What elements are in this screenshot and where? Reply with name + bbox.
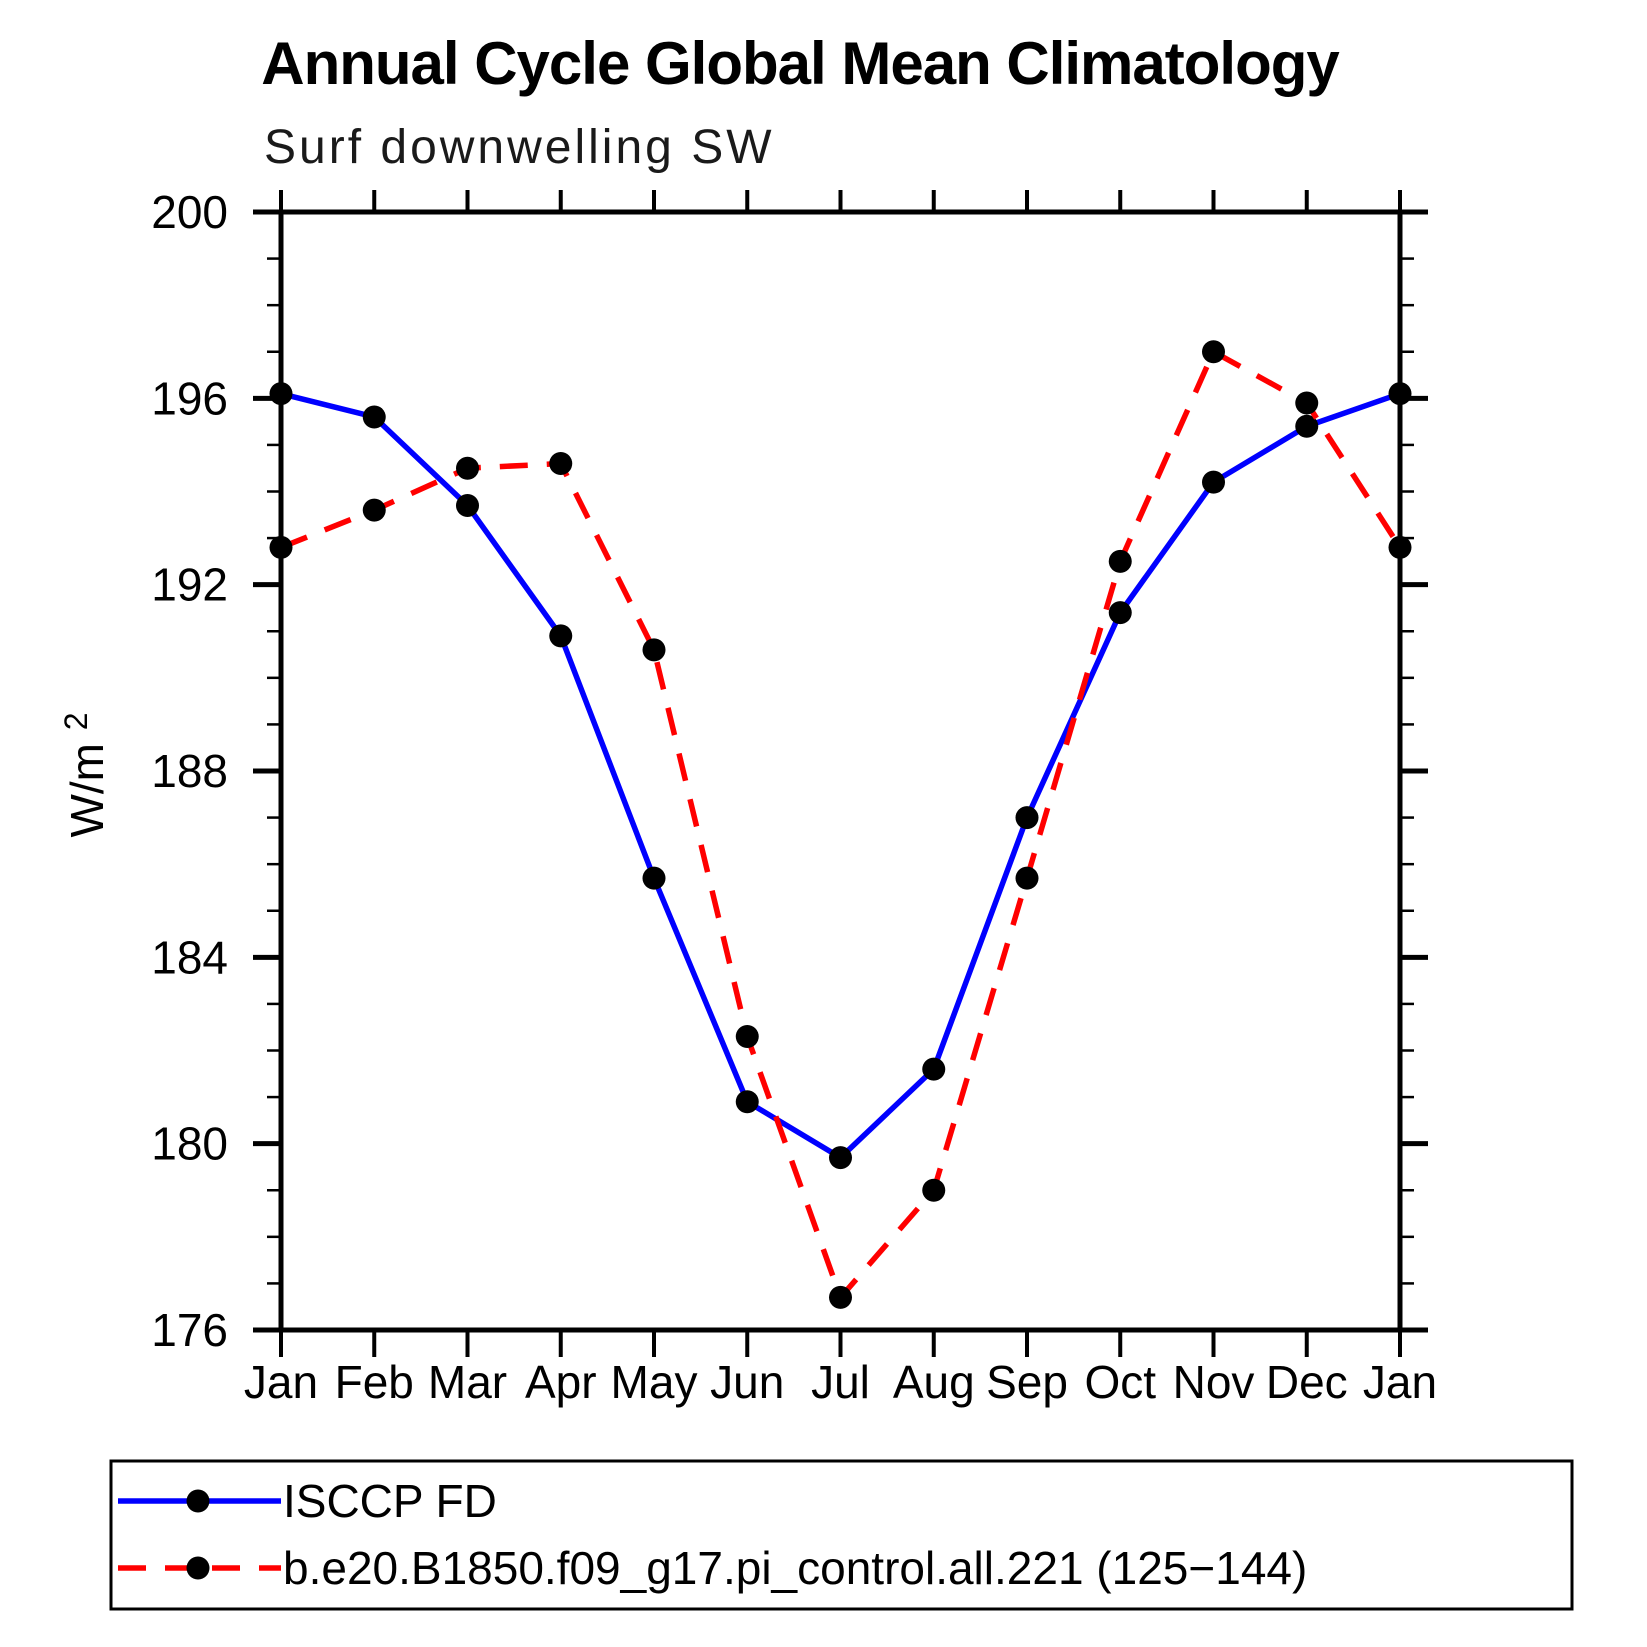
data-point-marker	[1202, 340, 1225, 364]
x-tick-label: May	[611, 1356, 698, 1408]
data-point-marker	[549, 452, 573, 476]
y-tick-label: 200	[151, 186, 228, 238]
legend: ISCCP FD b.e20.B1850.f09_g17.pi_control.…	[109, 1459, 1574, 1611]
legend-label-isccp: ISCCP FD	[283, 1475, 497, 1527]
x-tick-label: Dec	[1266, 1356, 1348, 1408]
data-point-marker	[642, 638, 666, 662]
y-tick-label: 180	[151, 1118, 228, 1170]
y-axis-title-base: W/m	[61, 743, 113, 838]
data-point-marker	[269, 382, 293, 406]
data-point-marker	[362, 405, 386, 429]
data-point-marker	[735, 1025, 759, 1049]
data-point-marker	[735, 1090, 759, 1114]
data-point-marker	[1295, 414, 1319, 438]
x-tick-label: Jun	[710, 1356, 784, 1408]
x-tick-label: Feb	[335, 1356, 414, 1408]
series-line-isccp	[280, 391, 1401, 1161]
x-tick-label: Jan	[1363, 1356, 1437, 1408]
data-point-marker	[549, 624, 573, 648]
legend-label-model: b.e20.B1850.f09_g17.pi_control.all.221 (…	[283, 1542, 1307, 1594]
y-tick-label: 184	[151, 931, 228, 983]
y-axis-title-exponent: 2	[58, 712, 94, 730]
y-tick-label: 176	[151, 1304, 228, 1356]
data-point-marker	[922, 1178, 946, 1202]
y-tick-label: 192	[151, 559, 228, 611]
data-point-marker	[456, 456, 479, 480]
y-axis-title: W/m 2	[58, 712, 113, 837]
data-point-marker	[1015, 866, 1039, 890]
data-point-marker	[1388, 382, 1412, 406]
data-point-marker	[829, 1285, 852, 1309]
chart-subtitle: Surf downwelling SW	[264, 121, 775, 174]
data-point-marker	[1108, 601, 1132, 625]
y-tick-label: 196	[151, 372, 228, 424]
legend-samples	[118, 1489, 281, 1580]
data-point-marker	[362, 498, 386, 522]
data-point-marker	[642, 866, 666, 890]
x-tick-label: Jul	[811, 1356, 870, 1408]
data-point-marker	[1295, 391, 1319, 415]
y-tick-label: 188	[151, 745, 228, 797]
legend-box	[109, 1459, 1574, 1611]
x-tick-label: Jan	[244, 1356, 318, 1408]
x-tick-label: Sep	[986, 1356, 1068, 1408]
data-point-marker	[456, 493, 479, 517]
plot-frame	[278, 209, 1403, 1333]
legend-sample-marker	[186, 1556, 210, 1580]
chart-title: Annual Cycle Global Mean Climatology	[261, 30, 1340, 97]
data-point-marker	[269, 535, 293, 559]
x-tick-label: Nov	[1173, 1356, 1255, 1408]
x-tick-label: Mar	[428, 1356, 507, 1408]
x-tick-label: Oct	[1084, 1356, 1156, 1408]
legend-sample-marker	[186, 1489, 210, 1513]
data-point-marker	[1388, 535, 1412, 559]
x-tick-label: Apr	[525, 1356, 597, 1408]
axis-ticks	[253, 190, 1428, 1357]
data-series	[269, 340, 1412, 1309]
data-point-marker	[829, 1146, 852, 1170]
data-point-marker	[1108, 549, 1132, 573]
plot-border	[278, 209, 1403, 1333]
axis-tick-labels: 176 180 184 188 192 196 200 Jan Feb Mar Apr May Jun J…	[151, 186, 1437, 1408]
data-point-marker	[922, 1057, 946, 1081]
data-point-marker	[1202, 470, 1225, 494]
x-tick-label: Aug	[893, 1356, 975, 1408]
data-point-marker	[1015, 806, 1039, 830]
